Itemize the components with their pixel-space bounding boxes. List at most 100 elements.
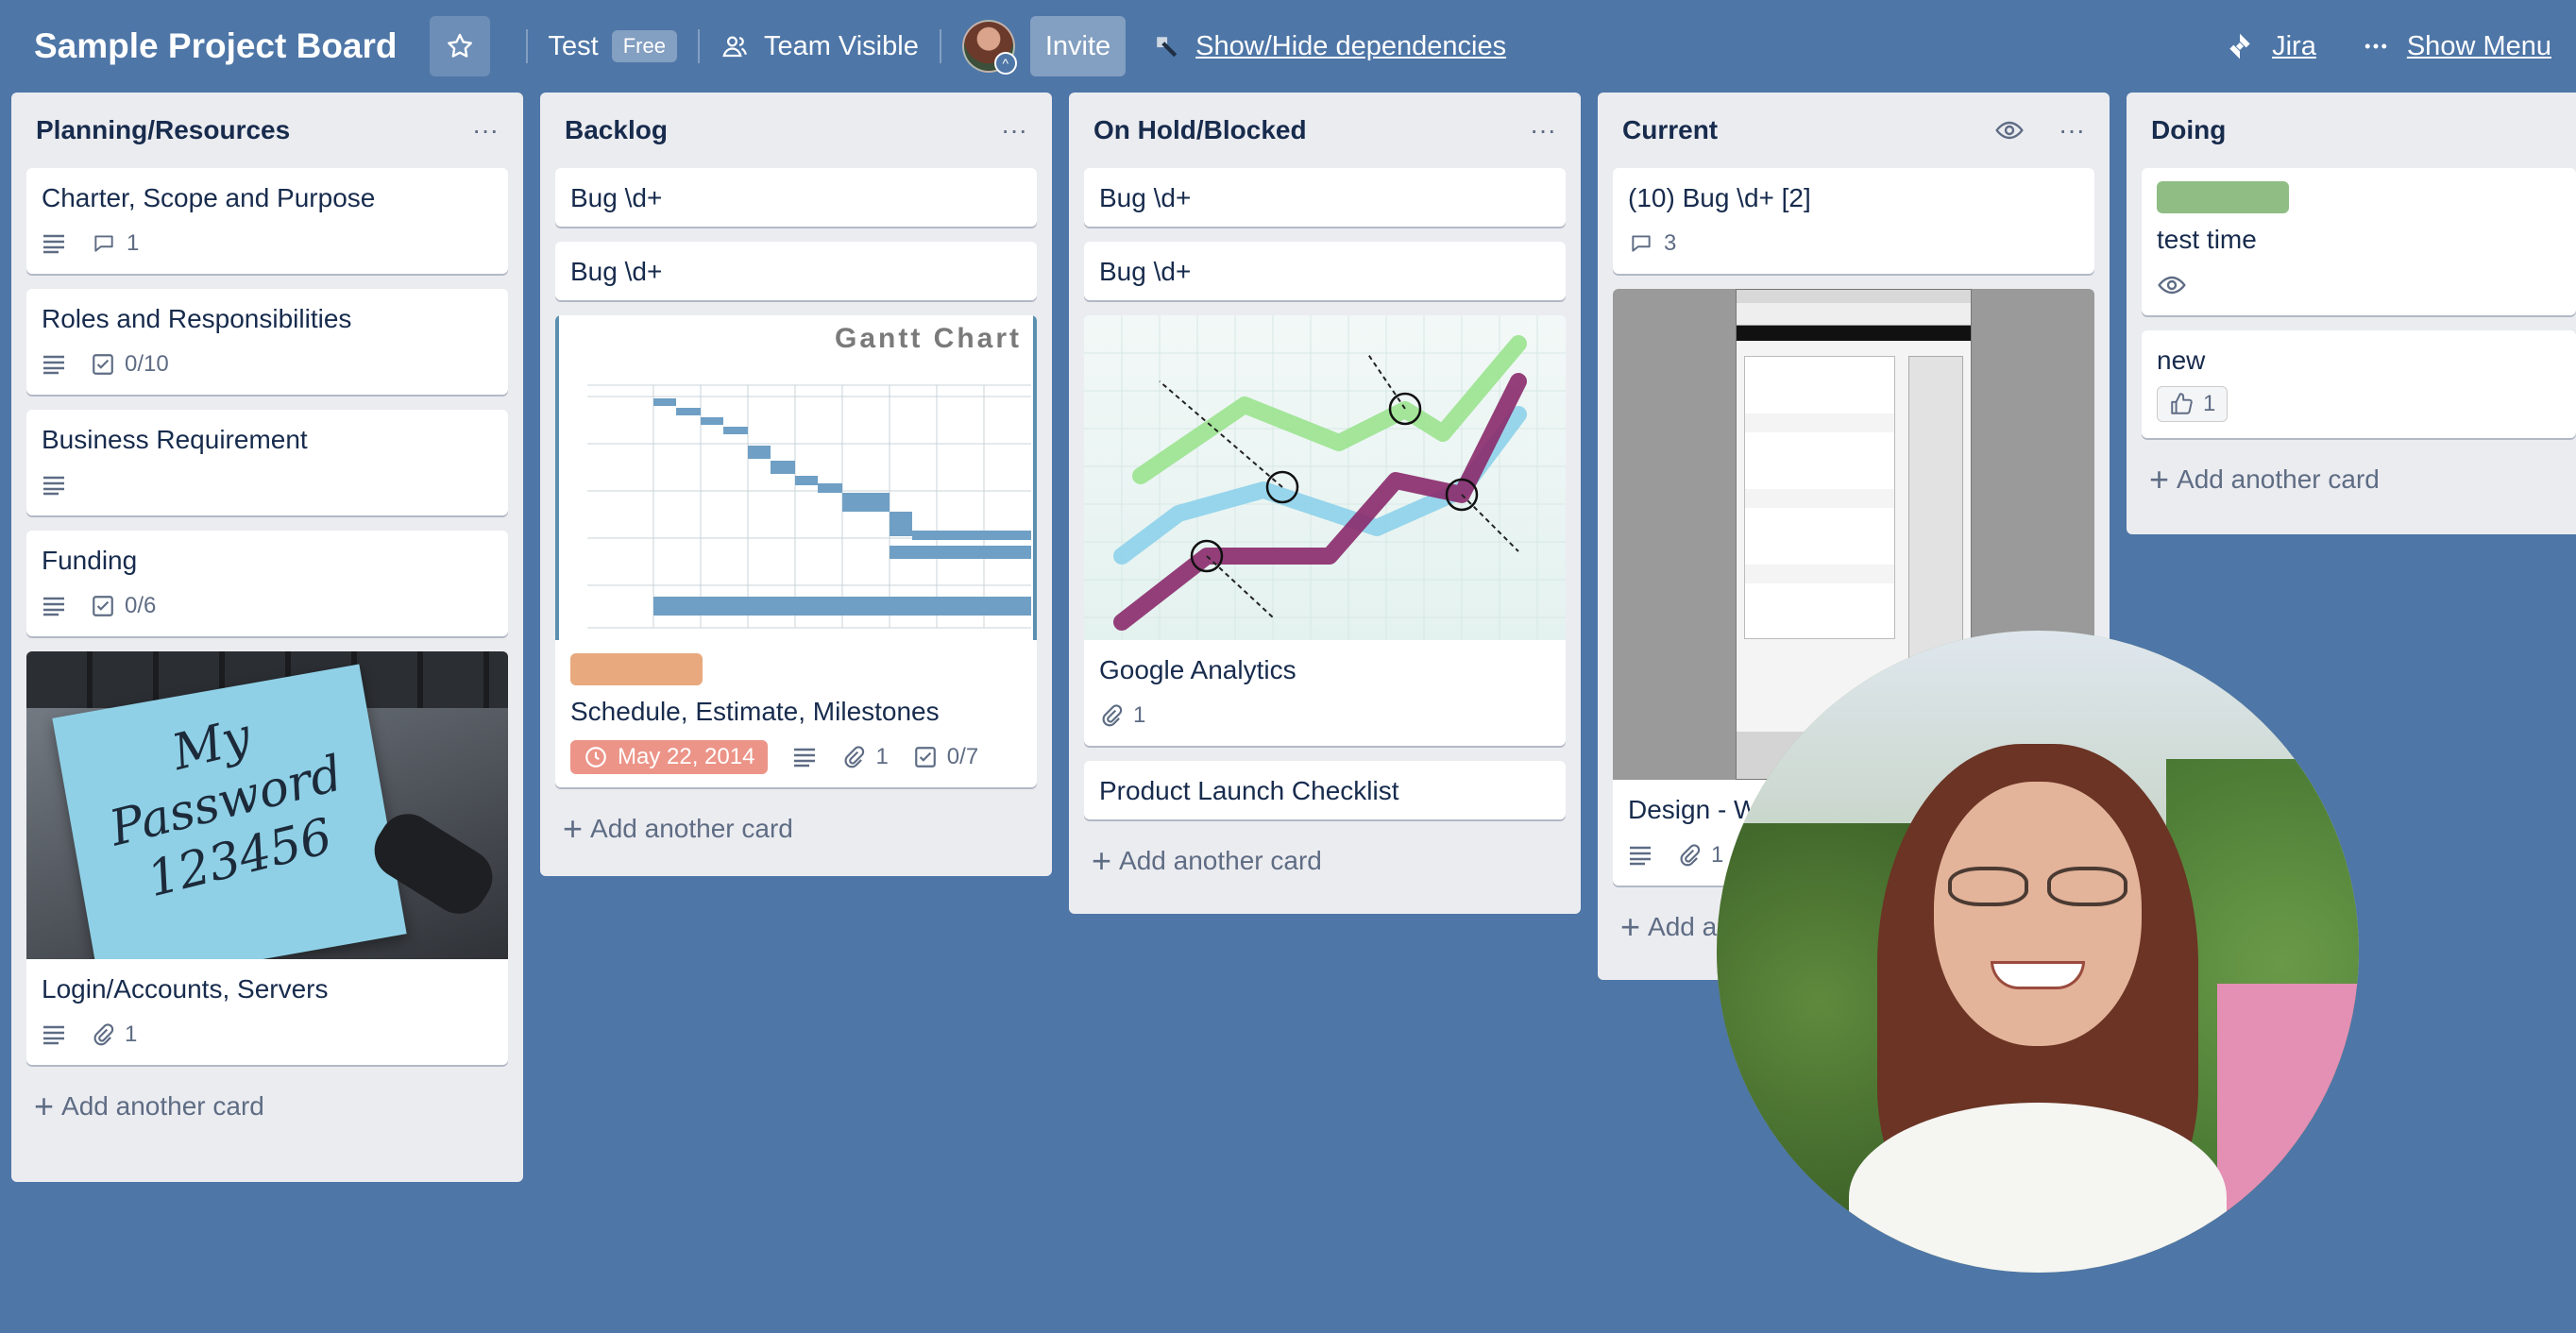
invite-button[interactable]: Invite [1029, 16, 1127, 76]
checklist-icon [93, 354, 113, 375]
jira-button[interactable]: Jira [2225, 31, 2316, 62]
add-card-button[interactable]: + Add another card [2142, 453, 2561, 506]
card-title: Charter, Scope and Purpose [42, 183, 376, 212]
card[interactable]: Product Launch Checklist [1084, 761, 1566, 819]
description-icon [42, 475, 66, 496]
list-backlog: Backlog ··· Bug \d+ Bug \d+ Gantt Chart [540, 93, 1052, 876]
add-card-button[interactable]: + Add another card [1084, 835, 1566, 887]
list-menu-icon[interactable]: ··· [1001, 115, 1027, 144]
card[interactable]: Bug \d+ [1084, 168, 1566, 227]
card[interactable]: Business Requirement [26, 410, 508, 515]
add-card-button[interactable]: + Add another card [555, 802, 1037, 855]
plan-badge: Free [611, 30, 677, 62]
board-header: Sample Project Board Test Free Team Visi… [0, 0, 2576, 93]
card-label[interactable] [570, 653, 703, 685]
checklist-count: 0/7 [946, 744, 979, 769]
list-title[interactable]: Backlog [565, 115, 668, 144]
description-icon [42, 596, 66, 616]
votes-badge[interactable]: 1 [2157, 386, 2229, 422]
paperclip-icon [845, 746, 865, 768]
card[interactable]: Bug \d+ [555, 242, 1037, 300]
add-card-label: Add another card [2177, 464, 2380, 494]
board-title[interactable]: Sample Project Board [34, 26, 398, 65]
gantt-chart-thumbnail [587, 384, 1031, 629]
watch-icon [2158, 276, 2186, 295]
list-planning-resources: Planning/Resources ··· Charter, Scope an… [11, 93, 523, 1182]
add-card-button[interactable]: + Add a [1613, 901, 2094, 953]
list-menu-icon[interactable]: ··· [2059, 115, 2085, 144]
attachments-count: 1 [1133, 702, 1146, 728]
show-menu-button[interactable]: Show Menu [2362, 31, 2551, 62]
list-title[interactable]: On Hold/Blocked [1093, 115, 1307, 144]
add-card-button[interactable]: + Add another card [26, 1080, 508, 1133]
card[interactable]: Bug \d+ [1084, 242, 1566, 300]
card[interactable]: new 1 [2142, 330, 2576, 438]
show-menu-label: Show Menu [2406, 30, 2551, 61]
comments-badge: 1 [91, 230, 139, 257]
card[interactable]: test time [2142, 168, 2576, 315]
comment-icon [94, 235, 113, 252]
visibility-label: Team Visible [763, 30, 919, 61]
due-date: May 22, 2014 [618, 744, 755, 769]
card-cover-image: Gantt Chart [555, 315, 1037, 640]
analytics-chart-thumbnail [1084, 315, 1566, 640]
star-icon [447, 33, 472, 58]
member-avatar[interactable]: ^ [961, 20, 1017, 75]
checklist-count: 0/10 [125, 351, 169, 377]
card-label[interactable] [2157, 181, 2289, 213]
list-title[interactable]: Current [1622, 115, 1719, 144]
checklist-badge: 0/10 [91, 351, 169, 378]
plus-icon: + [1092, 841, 1112, 880]
card-title: Bug \d+ [1099, 257, 1192, 286]
attachments-badge: 1 [91, 1021, 137, 1048]
more-icon [2364, 43, 2387, 49]
card[interactable]: Funding 0/6 [26, 531, 508, 636]
add-card-label: Add another card [1119, 846, 1322, 875]
list-header: Planning/Resources ··· [26, 93, 508, 168]
card[interactable]: Bug \d+ [555, 168, 1037, 227]
due-date-badge[interactable]: May 22, 2014 [570, 740, 769, 774]
visibility-button[interactable]: Team Visible [720, 31, 919, 62]
card-title: Bug \d+ [570, 257, 663, 286]
card[interactable]: Google Analytics 1 [1084, 315, 1566, 746]
admin-badge-icon: ^ [993, 52, 1017, 75]
add-card-label: Add another card [61, 1091, 264, 1121]
card-title: (10) Bug \d+ [2] [1628, 183, 1811, 212]
card[interactable]: Charter, Scope and Purpose 1 [26, 168, 508, 274]
watch-icon[interactable] [1994, 115, 2025, 145]
card-title: Login/Accounts, Servers [42, 974, 329, 1004]
card-title: Schedule, Estimate, Milestones [570, 697, 940, 726]
header-right: Jira Show Menu [2225, 0, 2551, 93]
dependencies-icon [1157, 37, 1178, 58]
card[interactable]: Roles and Responsibilities 0/10 [26, 289, 508, 395]
plus-icon: + [1620, 907, 1641, 946]
card-title: test time [2157, 225, 2257, 254]
dependencies-toggle[interactable]: Show/Hide dependencies [1154, 31, 1506, 62]
list-title[interactable]: Planning/Resources [36, 115, 291, 144]
team-icon [722, 36, 747, 58]
plus-icon: + [34, 1087, 55, 1125]
card[interactable]: Gantt Chart Schedule, Estimate, Mileston… [555, 315, 1037, 787]
paperclip-icon [1102, 704, 1123, 727]
star-button[interactable] [429, 16, 490, 76]
list-header: Doing [2142, 93, 2561, 168]
list-menu-icon[interactable]: ··· [1530, 115, 1556, 144]
list-on-hold-blocked: On Hold/Blocked ··· Bug \d+ Bug \d+ Goog… [1069, 93, 1581, 914]
card[interactable]: (10) Bug \d+ [2] 3 [1613, 168, 2094, 274]
description-icon [42, 354, 66, 375]
list-menu-icon[interactable]: ··· [472, 115, 499, 144]
list-title[interactable]: Doing [2151, 115, 2227, 144]
jira-icon [2229, 33, 2250, 59]
card-title: new [2157, 346, 2206, 375]
card-title: Roles and Responsibilities [42, 304, 352, 333]
checklist-icon [93, 596, 113, 616]
description-icon [42, 233, 66, 254]
add-card-label: Add another card [590, 814, 793, 843]
comments-count: 1 [127, 230, 140, 256]
workspace-button[interactable]: Test Free [549, 30, 677, 62]
attachments-count: 1 [125, 1021, 138, 1047]
list-header: Backlog ··· [555, 93, 1037, 168]
description-icon [42, 1024, 66, 1045]
workspace-name: Test [548, 30, 599, 61]
card[interactable]: My Password 123456 Login/Accounts, Serve… [26, 651, 508, 1065]
